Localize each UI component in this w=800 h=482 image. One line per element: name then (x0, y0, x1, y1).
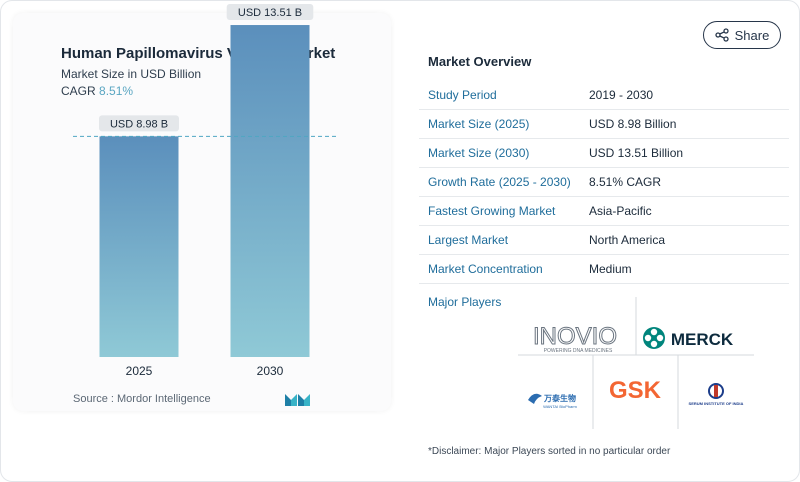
overview-value: Asia-Pacific (589, 204, 652, 218)
overview-value: USD 8.98 Billion (589, 117, 677, 131)
share-label: Share (734, 27, 770, 43)
data-label-bg-2025 (99, 115, 179, 132)
overview-row: Fastest Growing Market Asia-Pacific (419, 197, 789, 226)
overview-key: Market Concentration (428, 262, 543, 276)
wantai-logo-text: 万泰生物 (543, 393, 576, 403)
serum-logo-text: SERUM INSTITUTE OF INDIA (689, 401, 744, 406)
serum-institute-logo: SERUM INSTITUTE OF INDIA (689, 383, 744, 406)
overview-key: Growth Rate (2025 - 2030) (428, 175, 571, 189)
overview-value: North America (589, 233, 666, 247)
overview-value: Medium (589, 262, 632, 276)
wantai-logo-tagline: WANTAI BioPharm (543, 404, 577, 409)
bar-chart: USD 8.98 B 2025 USD 13.51 B 2030 (73, 4, 337, 378)
chart-card (13, 13, 391, 411)
overview-value: USD 13.51 Billion (589, 146, 684, 160)
overview-value: 8.51% CAGR (589, 175, 662, 189)
overview-table: Study Period 2019 - 2030 Market Size (2025… (419, 81, 789, 284)
overview-title: Market Overview (428, 54, 532, 69)
overview-row: Market Size (2025) USD 8.98 Billion (419, 110, 789, 139)
overview-row: Market Size (2030) USD 13.51 Billion (419, 139, 789, 168)
merck-logo-text: MERCK (671, 330, 734, 349)
inovio-logo: INOVIO POWERING DNA MEDICINES (532, 323, 617, 355)
data-label-2030: USD 13.51 B (238, 7, 302, 19)
overview-key: Study Period (428, 88, 497, 102)
share-button[interactable]: Share (703, 21, 781, 49)
merck-logo: MERCK (643, 327, 734, 349)
gsk-logo-text: GSK (609, 377, 662, 404)
overview-key: Fastest Growing Market (428, 204, 556, 218)
x-tick-2030: 2030 (257, 364, 284, 378)
gsk-logo: GSK (609, 377, 662, 404)
disclaimer: *Disclaimer: Major Players sorted in no … (428, 446, 671, 457)
mordor-logo-icon (285, 394, 310, 406)
bar-2025 (99, 136, 179, 357)
source-note: Source : Mordor Intelligence (73, 393, 211, 405)
overview-row: Largest Market North America (419, 226, 789, 255)
cagr-label: CAGR (61, 84, 96, 98)
chart-subtitle: Market Size in USD Billion (61, 67, 202, 81)
cagr-line: CAGR 8.51% (61, 84, 133, 98)
overview-key: Largest Market (428, 233, 509, 247)
overview-value: 2019 - 2030 (589, 88, 654, 102)
data-label-bg-2030 (226, 4, 314, 21)
bar-2030 (230, 25, 310, 357)
overview-key: Market Size (2030) (428, 146, 530, 160)
players-title: Major Players (428, 295, 502, 309)
data-label-2025: USD 8.98 B (110, 118, 168, 130)
inovio-logo-tagline: POWERING DNA MEDICINES (544, 348, 613, 354)
major-players-logos: INOVIO POWERING DNA MEDICINES MERCK 万泰生物… (518, 297, 754, 429)
overview-row: Growth Rate (2025 - 2030) 8.51% CAGR (419, 168, 789, 197)
overview-key: Market Size (2025) (428, 117, 530, 131)
x-tick-2025: 2025 (126, 364, 153, 378)
inovio-logo-text: INOVIO (533, 323, 617, 350)
cagr-value: 8.51% (99, 84, 134, 98)
overview-row: Market Concentration Medium (419, 255, 789, 284)
overview-row: Study Period 2019 - 2030 (419, 81, 789, 110)
wantai-logo: 万泰生物 WANTAI BioPharm (528, 393, 578, 409)
share-icon (714, 28, 729, 42)
